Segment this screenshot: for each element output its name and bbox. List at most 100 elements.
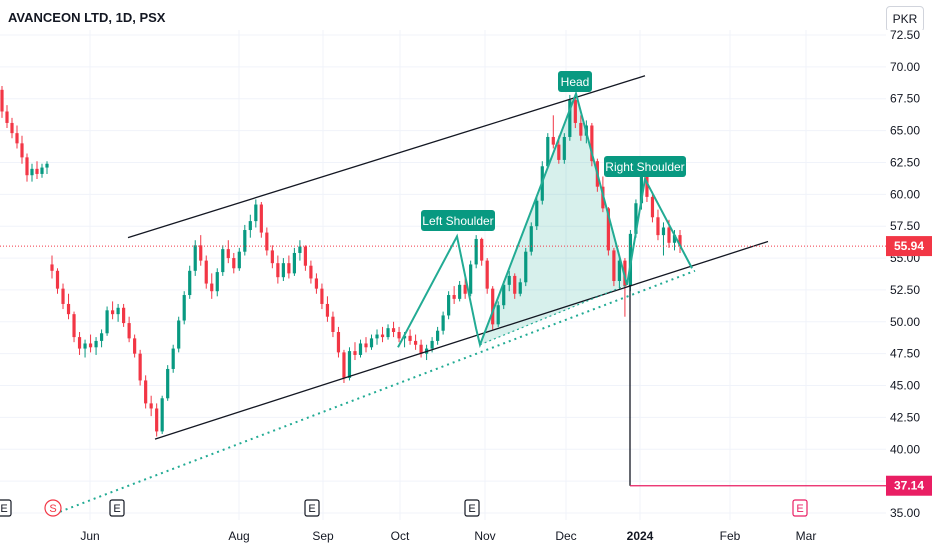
annotation-text: Right Shoulder [605,160,684,174]
candle-body [215,272,219,292]
candle-body [463,284,467,294]
x-tick-label: Dec [555,529,576,543]
candle-body [535,200,539,227]
candle-body [502,284,506,306]
candle-body [402,335,407,339]
candle-body [298,246,302,253]
y-tick-label: 35.00 [890,506,920,520]
lower-channel-line [154,240,769,440]
candle-body [375,334,379,339]
trend-lines [0,75,886,513]
candle-body [77,337,82,349]
candle-body [149,403,153,409]
candle-body [5,111,9,123]
last-price-tag [886,236,932,257]
marker-shape [464,499,480,517]
candle-body [617,260,622,282]
candle-body [55,270,60,289]
event-marker[interactable]: E [304,499,320,517]
candle-body [204,260,208,284]
marker-shape [44,499,62,517]
candle-body [430,340,434,349]
candle-body [485,260,489,289]
candle-body [226,249,230,259]
annotation-label: Left Shoulder [421,210,495,231]
y-tick-label: 45.00 [890,379,920,393]
marker-label: E [308,503,315,515]
head-shoulders-pattern [397,90,693,349]
marker-shape [792,499,808,517]
candle-body [347,351,352,378]
annotation-text: Head [561,75,590,89]
candle-body [50,264,54,271]
candle-body [369,338,374,348]
candle-body [83,343,87,349]
candle-body [325,303,330,317]
candle-body [61,288,65,304]
event-marker[interactable]: E [0,499,12,517]
marker-label: E [0,503,7,515]
event-marker[interactable]: S [44,499,62,517]
neckline-dotted [59,269,696,513]
candle-body [94,340,98,348]
candle-body [199,245,203,261]
candle-body [133,338,137,354]
candle-body [612,250,616,282]
candle-body [529,226,533,252]
candle-body [122,307,126,324]
candle-body [127,323,131,339]
y-tick-label: 57.50 [890,219,920,233]
candle-body [105,310,109,334]
x-tick-label: Oct [391,529,410,543]
candle-body [568,100,572,137]
candle-body [25,157,29,176]
candle-body [353,351,357,355]
candle-body [358,343,363,355]
candle-body [513,275,517,294]
y-axis: 72.5070.0067.5065.0062.5060.0057.5055.00… [886,28,932,530]
y-tick-label: 47.50 [890,347,920,361]
candle-body [408,335,412,341]
candle-body [452,295,456,299]
target-price-value: 37.14 [894,479,924,493]
candle-body [573,100,577,123]
annotation-bg [604,156,686,177]
candle-body [441,315,445,331]
candle-body [320,288,324,304]
candle-body [507,275,511,285]
candle-body [413,340,418,345]
marker-shape [304,499,320,517]
candle-body [20,143,24,158]
candle-body [182,295,186,321]
x-tick-label: Mar [796,529,817,543]
event-marker[interactable]: E [109,499,125,517]
candle-body [276,263,280,278]
candle-body [645,175,649,197]
candle-body [667,227,671,243]
y-tick-label: 67.50 [890,92,920,106]
x-tick-label: Feb [720,529,741,543]
candle-body [480,238,484,261]
pattern-annotations: Left Shoulder Head Right Shoulder [421,71,686,231]
chart-grid [0,30,886,520]
event-marker[interactable]: E [792,499,808,517]
marker-label: E [113,503,120,515]
candle-body [88,343,93,348]
candle-body [496,305,500,325]
target-price-tag [886,475,932,496]
candle-body [138,353,142,381]
candle-body [155,408,159,432]
annotation-bg [558,71,592,92]
candle-body [99,333,104,341]
candle-body [678,235,682,247]
annotation-label: Head [558,71,592,92]
x-tick-label: Sep [312,529,334,543]
candle-body [210,283,214,292]
candle-body [116,307,120,315]
candle-body [551,136,555,145]
marker-shape [109,499,125,517]
event-marker[interactable]: E [464,499,480,517]
candle-body [292,252,296,274]
candle-body [188,270,192,296]
